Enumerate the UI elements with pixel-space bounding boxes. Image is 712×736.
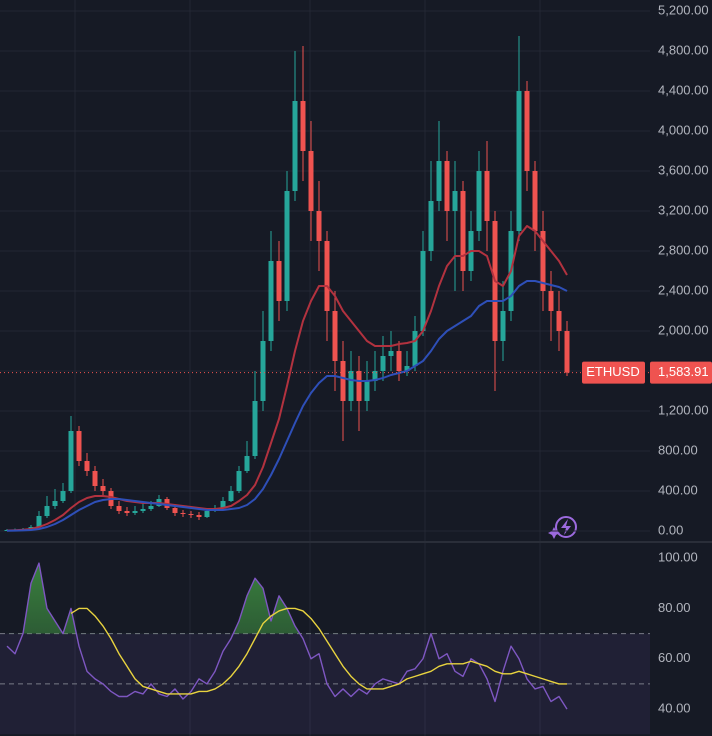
candle-body — [524, 91, 530, 171]
y-tick-label: 100.00 — [658, 550, 698, 565]
last-price-label: 1,583.91 — [658, 364, 709, 379]
candle-body — [204, 511, 210, 517]
candle-body — [548, 291, 554, 311]
y-tick-label: 60.00 — [658, 650, 691, 665]
candle-body — [412, 331, 418, 366]
y-tick-label: 400.00 — [658, 482, 698, 497]
candle-body — [140, 509, 146, 511]
candle-body — [420, 251, 426, 331]
candle-body — [444, 161, 450, 211]
candle-body — [36, 516, 42, 527]
symbol-label-box — [582, 361, 645, 384]
candle-body — [460, 191, 466, 271]
y-tick-label: 1,200.00 — [658, 402, 709, 417]
y-tick-label: 4,400.00 — [658, 82, 709, 97]
rsi-axis: 40.00 60.00 80.00 100.00 — [658, 550, 698, 716]
y-tick-label: 2,000.00 — [658, 322, 709, 337]
candle-body — [556, 311, 562, 331]
candle-body — [124, 511, 130, 513]
candle-body — [532, 171, 538, 231]
candle-body — [372, 371, 378, 381]
candle-body — [188, 514, 194, 515]
y-tick-label: 4,800.00 — [658, 42, 709, 57]
candle-body — [380, 356, 386, 371]
y-tick-label: 80.00 — [658, 600, 691, 615]
candle-body — [180, 513, 186, 514]
moving-average-line — [6, 280, 568, 532]
candle-body — [332, 311, 338, 361]
y-tick-label: 3,600.00 — [658, 162, 709, 177]
y-tick-label: 40.00 — [658, 701, 691, 716]
candle-body — [60, 491, 66, 501]
y-tick-label: 0.00 — [658, 522, 683, 537]
candle-body — [364, 381, 370, 401]
candle-body — [132, 511, 138, 513]
candle-body — [452, 191, 458, 211]
moving-averages — [6, 225, 568, 532]
candle-body — [436, 161, 442, 201]
rsi-average-line — [70, 607, 567, 695]
candle-body — [292, 101, 298, 191]
candle-body — [540, 231, 546, 291]
candles — [4, 36, 570, 531]
candle-body — [148, 506, 154, 509]
symbol-label: ETHUSD — [586, 364, 639, 379]
candle-body — [396, 351, 402, 371]
overbought-fill — [23, 563, 300, 634]
candle-body — [324, 241, 330, 311]
candle-body — [276, 261, 282, 301]
candle-body — [76, 431, 82, 461]
candle-body — [348, 371, 354, 401]
moving-average-line — [6, 225, 568, 532]
candle-body — [252, 401, 258, 456]
candle-body — [52, 501, 58, 506]
time-grid — [74, 0, 541, 736]
candle-body — [44, 506, 50, 516]
y-tick-label: 800.00 — [658, 442, 698, 457]
candle-body — [236, 471, 242, 491]
indicator-icon — [548, 516, 577, 539]
candle-body — [308, 151, 314, 211]
candle-body — [244, 456, 250, 471]
y-tick-label: 2,400.00 — [658, 282, 709, 297]
candle-body — [92, 471, 98, 486]
candle-body — [228, 491, 234, 501]
candle-body — [84, 461, 90, 471]
candle-body — [300, 101, 306, 151]
last-price-box — [650, 361, 712, 384]
candle-body — [316, 211, 322, 241]
candle-body — [116, 506, 122, 511]
candle-body — [68, 431, 74, 491]
y-tick-label: 3,200.00 — [658, 202, 709, 217]
candle-body — [564, 331, 570, 373]
candle-body — [196, 515, 202, 517]
candle-body — [268, 261, 274, 341]
candle-body — [340, 361, 346, 401]
y-tick-label: 4,000.00 — [658, 122, 709, 137]
candle-body — [260, 341, 266, 401]
candle-body — [476, 171, 482, 231]
y-tick-label: 2,800.00 — [658, 242, 709, 257]
candle-body — [220, 501, 226, 508]
candle-body — [516, 91, 522, 231]
candle-body — [404, 366, 410, 371]
candle-body — [356, 371, 362, 401]
candle-body — [100, 486, 106, 491]
price-axis: 0.00400.00800.001,200.001,600.002,000.00… — [658, 2, 709, 537]
candle-body — [388, 351, 394, 356]
candle-body — [172, 508, 178, 513]
candle-body — [484, 171, 490, 221]
y-tick-label: 5,200.00 — [658, 2, 709, 17]
candle-body — [284, 191, 290, 301]
candle-body — [500, 311, 506, 341]
candle-body — [428, 201, 434, 251]
rsi-lines — [6, 562, 568, 710]
